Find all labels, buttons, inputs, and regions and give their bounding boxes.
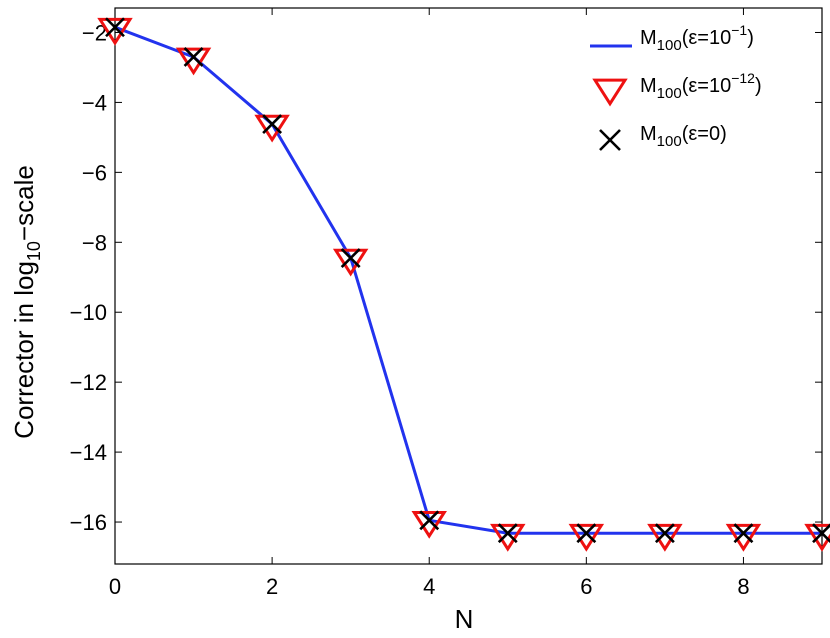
y-axis-title-subscript: 10 bbox=[24, 241, 44, 261]
triangle-marker bbox=[175, 47, 212, 76]
x-marker-stroke bbox=[183, 47, 204, 67]
x-axis: 0 2 4 6 8 bbox=[109, 8, 750, 599]
x-tick-label: 2 bbox=[266, 574, 278, 599]
triangle-marker bbox=[97, 17, 133, 46]
y-tick-label: −6 bbox=[82, 160, 107, 185]
y-tick-label: −14 bbox=[70, 440, 107, 465]
y-tick-label: −12 bbox=[70, 370, 107, 395]
legend-label-base: M bbox=[640, 75, 657, 97]
y-axis-title-suffix: −scale bbox=[9, 165, 39, 241]
y-axis-title-prefix: Corrector in log bbox=[9, 261, 39, 439]
triangle-marker bbox=[647, 523, 683, 552]
x-tick-label: 4 bbox=[423, 574, 435, 599]
legend: M100(ε=10−1)M100(ε=10−12)M100(ε=0) bbox=[590, 22, 762, 151]
legend-label-sup: −12 bbox=[731, 70, 755, 86]
legend-label-base: M bbox=[640, 123, 657, 145]
series-x bbox=[105, 17, 830, 544]
triangle-marker bbox=[490, 523, 526, 552]
x-marker-stroke bbox=[576, 523, 597, 544]
legend-label-sup: −1 bbox=[731, 22, 747, 38]
plot-border bbox=[114, 7, 823, 565]
legend-label-close: ) bbox=[755, 75, 762, 97]
triangle-marker bbox=[332, 248, 369, 277]
legend-swatch bbox=[592, 78, 628, 107]
legend-label-open: (ε=10 bbox=[682, 75, 732, 97]
triangle-marker bbox=[411, 510, 447, 539]
legend-item-x: M100(ε=0) bbox=[599, 123, 727, 151]
x-tick-label: 8 bbox=[737, 574, 749, 599]
y-tick-label: −4 bbox=[82, 90, 107, 115]
y-tick-label: −10 bbox=[70, 300, 107, 325]
legend-label-sub: 100 bbox=[657, 133, 682, 150]
x-marker-stroke bbox=[654, 523, 675, 544]
x-marker bbox=[497, 523, 518, 544]
x-marker bbox=[183, 47, 204, 67]
x-marker-stroke bbox=[733, 523, 754, 544]
legend-label-sub: 100 bbox=[657, 37, 682, 54]
x-marker-stroke bbox=[262, 114, 283, 135]
y-tick-label: −8 bbox=[82, 230, 107, 255]
legend-item-line: M100(ε=10−1) bbox=[590, 22, 754, 54]
legend-label-open: (ε=0) bbox=[682, 123, 727, 145]
legend-label-base: M bbox=[640, 27, 657, 49]
triangle-marker bbox=[568, 523, 605, 552]
x-marker bbox=[654, 523, 675, 544]
series-line bbox=[114, 25, 822, 535]
x-marker-stroke bbox=[419, 510, 440, 531]
x-marker-stroke bbox=[105, 17, 125, 38]
series-triangle-down bbox=[97, 17, 830, 552]
x-marker bbox=[419, 510, 440, 531]
series-line bbox=[114, 25, 822, 535]
x-marker bbox=[105, 17, 125, 38]
x-marker-stroke bbox=[497, 523, 518, 544]
legend-label: M100(ε=10−12) bbox=[640, 70, 762, 102]
triangle-marker bbox=[254, 114, 290, 143]
y-tick-label: −16 bbox=[70, 510, 107, 535]
y-axis: −2−4−6−8−10−12−14−16 bbox=[70, 20, 822, 535]
x-marker bbox=[733, 523, 754, 544]
x-tick-label: 0 bbox=[109, 574, 121, 599]
x-marker bbox=[576, 523, 597, 544]
x-marker-stroke bbox=[599, 129, 621, 151]
legend-label-close: ) bbox=[747, 27, 754, 49]
legend-swatch bbox=[599, 129, 621, 151]
x-axis-title: N bbox=[455, 604, 474, 634]
legend-label: M100(ε=0) bbox=[640, 123, 727, 150]
legend-item-triangle-down: M100(ε=10−12) bbox=[592, 70, 762, 107]
x-marker-stroke bbox=[340, 248, 361, 268]
x-marker-stroke bbox=[812, 523, 830, 544]
series-layer bbox=[97, 17, 830, 552]
legend-label-open: (ε=10 bbox=[682, 27, 732, 49]
x-marker bbox=[340, 248, 361, 268]
plot-area bbox=[114, 7, 823, 565]
triangle-marker bbox=[725, 523, 762, 552]
legend-label-sub: 100 bbox=[657, 85, 682, 102]
y-axis-title: Corrector in log10−scale bbox=[9, 165, 44, 439]
x-tick-label: 6 bbox=[580, 574, 592, 599]
legend-label: M100(ε=10−1) bbox=[640, 22, 754, 54]
x-marker bbox=[262, 114, 283, 135]
x-marker bbox=[812, 523, 830, 544]
